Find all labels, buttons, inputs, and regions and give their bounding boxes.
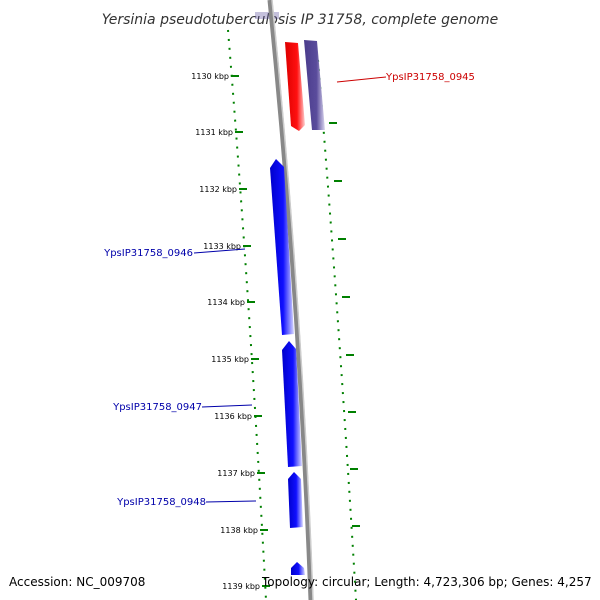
gene-label-YpsIP31758_0946[interactable]: YpsIP31758_0946 (103, 248, 193, 259)
tick-label: 1135 kbp (211, 355, 249, 364)
tick-label: 1137 kbp (217, 469, 255, 478)
tick-label: 1139 kbp (222, 582, 260, 591)
leader-line-YpsIP31758_0948 (205, 500, 257, 503)
tick-label: 1136 kbp (214, 412, 252, 421)
gc-skew-marks (329, 122, 360, 527)
topology-summary: Topology: circular; Length: 4,723,306 bp… (262, 575, 592, 589)
gc-skew-track (317, 59, 357, 600)
ruler-ticks: 1130 kbp 1131 kbp 1132 kbp 1133 kbp 1134 kbp… (191, 72, 270, 591)
leader-line-YpsIP31758_0945 (336, 76, 387, 83)
gene-feature-purple[interactable] (304, 40, 325, 130)
gene-YpsIP31758_0946[interactable] (270, 159, 294, 335)
gene-label-YpsIP31758_0945[interactable]: YpsIP31758_0945 (385, 72, 475, 83)
top-feature-fragment (255, 12, 279, 19)
genome-backbone (267, 0, 314, 600)
leader-line-YpsIP31758_0947 (201, 404, 253, 408)
tick-label: 1133 kbp (203, 242, 241, 251)
gene-partial-bottom[interactable] (291, 562, 305, 575)
tick-label: 1130 kbp (191, 72, 229, 81)
accession-text: Accession: NC_009708 (9, 575, 146, 589)
genome-backbone-highlight (271, 0, 314, 600)
tick-label: 1134 kbp (207, 298, 245, 307)
ruler-track (227, 29, 267, 600)
gene-label-YpsIP31758_0948[interactable]: YpsIP31758_0948 (116, 497, 206, 508)
tick-label: 1131 kbp (195, 128, 233, 137)
leader-line-YpsIP31758_0946 (193, 248, 246, 254)
tick-label: 1138 kbp (220, 526, 258, 535)
gene-YpsIP31758_0945[interactable] (285, 42, 305, 131)
map-title: Yersinia pseudotuberculosis IP 31758, co… (102, 12, 499, 28)
gene-YpsIP31758_0947[interactable] (282, 341, 302, 467)
gene-label-YpsIP31758_0947[interactable]: YpsIP31758_0947 (112, 402, 202, 413)
gene-YpsIP31758_0948[interactable] (288, 472, 303, 528)
tick-label: 1132 kbp (199, 185, 237, 194)
